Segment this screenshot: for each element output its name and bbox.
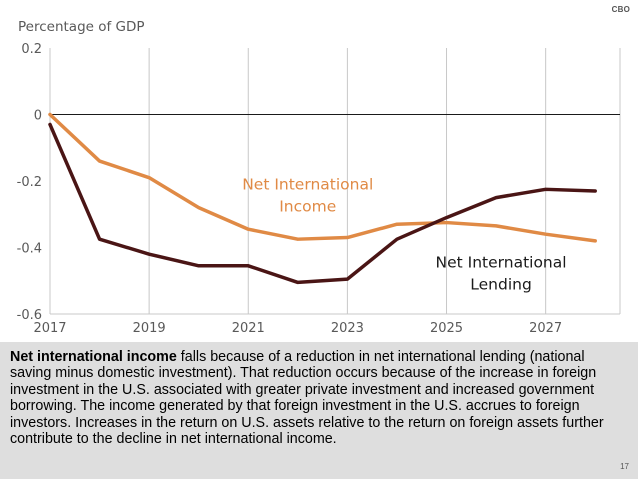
x-tick-label: 2027 [529, 321, 562, 336]
caption-bold: Net international income [10, 349, 177, 365]
x-tick-label: 2021 [232, 321, 265, 336]
caption-box [0, 342, 638, 479]
y-tick-label: -0.6 [17, 308, 42, 323]
series-line-lending [48, 122, 597, 285]
y-axis-label: Percentage of GDP [18, 19, 145, 35]
x-tick-label: 2025 [430, 321, 463, 336]
y-tick-label: 0 [34, 109, 42, 124]
x-tick-label: 2023 [331, 321, 364, 336]
chart-series-lines [48, 112, 597, 285]
cbo-logo: CBO [611, 5, 630, 14]
caption-body: falls because of a reduction in net inte… [10, 349, 604, 448]
page-number: 17 [620, 462, 629, 471]
y-tick-label: 0.2 [21, 42, 42, 57]
y-tick-label: -0.4 [17, 242, 42, 257]
series-label-income: Net International [242, 175, 373, 193]
chart-gridlines [49, 48, 621, 315]
series-label-lending: Net International [436, 253, 567, 271]
series-label-lending: Lending [470, 275, 532, 293]
chart-series-labels: Net International Income Net International… [242, 175, 566, 293]
x-tick-label: 2019 [133, 321, 166, 336]
x-tick-label: 2017 [33, 321, 66, 336]
y-tick-label: -0.2 [17, 175, 42, 190]
caption-text: Net international income falls because o… [10, 349, 605, 447]
series-line-income [48, 112, 597, 243]
series-label-income: Income [279, 197, 336, 215]
